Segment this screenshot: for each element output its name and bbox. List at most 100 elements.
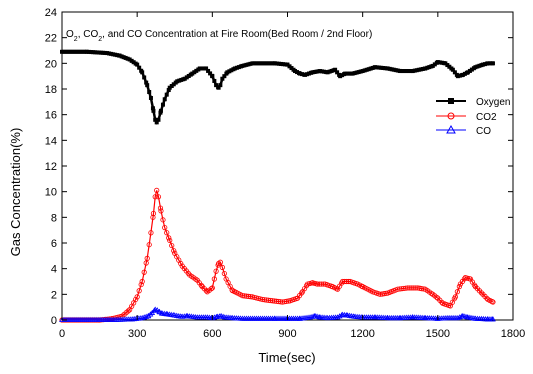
y-tick-label: 6 (51, 238, 57, 250)
data-point-oxygen (66, 49, 71, 54)
data-point-oxygen (222, 74, 227, 79)
data-point-co2 (213, 268, 219, 274)
data-point-oxygen (95, 50, 100, 55)
data-point-oxygen (416, 67, 421, 72)
data-point-co2 (306, 280, 313, 287)
data-point-oxygen (345, 71, 350, 76)
data-point-oxygen (435, 60, 440, 65)
data-point-oxygen (142, 75, 147, 80)
data-point-oxygen (216, 85, 221, 90)
data-point-co2 (171, 248, 177, 254)
data-point-oxygen (82, 49, 87, 54)
data-point-co2 (219, 264, 225, 270)
data-point-co (139, 314, 146, 321)
data-point-oxygen (310, 70, 315, 75)
data-point-co2 (490, 299, 496, 305)
data-point-oxygen (473, 65, 478, 70)
data-point-oxygen (93, 50, 98, 55)
data-point-oxygen (262, 61, 267, 66)
data-point-oxygen (91, 50, 96, 55)
data-point-co2 (208, 286, 214, 292)
data-point-co2 (298, 290, 305, 296)
series-co2 (59, 187, 496, 323)
y-tick-label: 16 (45, 110, 57, 122)
data-point-oxygen (278, 61, 283, 66)
data-point-oxygen (482, 62, 487, 67)
data-point-oxygen (248, 61, 253, 66)
data-point-oxygen (148, 95, 153, 100)
data-point-oxygen (175, 79, 180, 84)
y-tick-label: 0 (51, 315, 57, 327)
data-point-oxygen (272, 61, 277, 66)
data-point-oxygen (450, 67, 455, 72)
data-point-oxygen (167, 85, 172, 90)
series-oxygen (60, 49, 495, 125)
data-point-oxygen (282, 62, 287, 67)
data-point-oxygen (457, 73, 462, 78)
data-point-co2 (136, 288, 142, 294)
data-point-oxygen (406, 69, 411, 74)
data-point-oxygen (350, 71, 355, 76)
data-point-oxygen (74, 49, 79, 54)
data-point-co2 (146, 242, 152, 248)
data-point-oxygen (204, 66, 209, 71)
data-point-oxygen (280, 62, 285, 67)
data-point-oxygen (208, 71, 213, 76)
data-point-oxygen (119, 54, 124, 59)
data-point-oxygen (182, 76, 187, 81)
data-point-oxygen (305, 72, 310, 77)
data-point-oxygen (125, 56, 130, 61)
data-point-oxygen (246, 62, 251, 67)
data-point-oxygen (480, 62, 485, 67)
data-point-co2 (125, 308, 131, 314)
data-point-oxygen (150, 106, 155, 111)
data-point-co2 (160, 217, 166, 223)
data-point-oxygen (393, 68, 398, 73)
data-point-oxygen (425, 65, 430, 70)
data-point-oxygen (99, 50, 104, 55)
data-point-co2 (117, 314, 123, 320)
y-tick-label: 18 (45, 84, 57, 96)
y-tick-label: 10 (45, 187, 57, 199)
data-point-co (455, 314, 461, 321)
data-point-co2 (162, 225, 168, 231)
data-point-oxygen (72, 49, 77, 54)
legend-label-oxygen: Oxygen (476, 97, 510, 108)
data-point-oxygen (343, 71, 348, 76)
data-point-oxygen (430, 63, 435, 68)
data-point-oxygen (260, 61, 265, 66)
data-point-oxygen (105, 51, 110, 56)
data-point-oxygen (383, 66, 388, 71)
legend-label-co2: CO2 (476, 112, 497, 123)
data-point-oxygen (452, 70, 457, 75)
data-point-co2 (454, 289, 460, 295)
data-point-co2 (320, 281, 327, 287)
data-point-oxygen (398, 69, 403, 74)
data-point-oxygen (212, 78, 217, 83)
data-point-oxygen (254, 61, 259, 66)
data-point-co (141, 314, 148, 320)
data-point-oxygen (62, 49, 67, 54)
data-point-co (490, 316, 496, 322)
data-point-oxygen (85, 49, 90, 54)
data-point-oxygen (87, 49, 92, 54)
data-point-oxygen (400, 69, 405, 74)
data-point-oxygen (137, 65, 142, 70)
data-point-oxygen (244, 62, 249, 67)
data-point-oxygen (307, 71, 312, 76)
data-point-oxygen (158, 108, 163, 113)
data-point-oxygen (234, 65, 239, 70)
data-point-co2 (139, 278, 145, 285)
data-point-co2 (344, 278, 350, 285)
y-tick-label: 2 (51, 289, 57, 301)
data-point-oxygen (135, 62, 140, 67)
data-point-oxygen (197, 66, 202, 71)
data-point-oxygen (220, 76, 225, 81)
data-point-oxygen (171, 82, 176, 87)
data-point-oxygen (439, 60, 444, 65)
data-point-co2 (134, 294, 140, 300)
data-point-oxygen (352, 71, 357, 76)
data-point-oxygen (418, 67, 423, 72)
data-point-co2 (133, 296, 139, 303)
data-point-co2 (203, 288, 209, 294)
